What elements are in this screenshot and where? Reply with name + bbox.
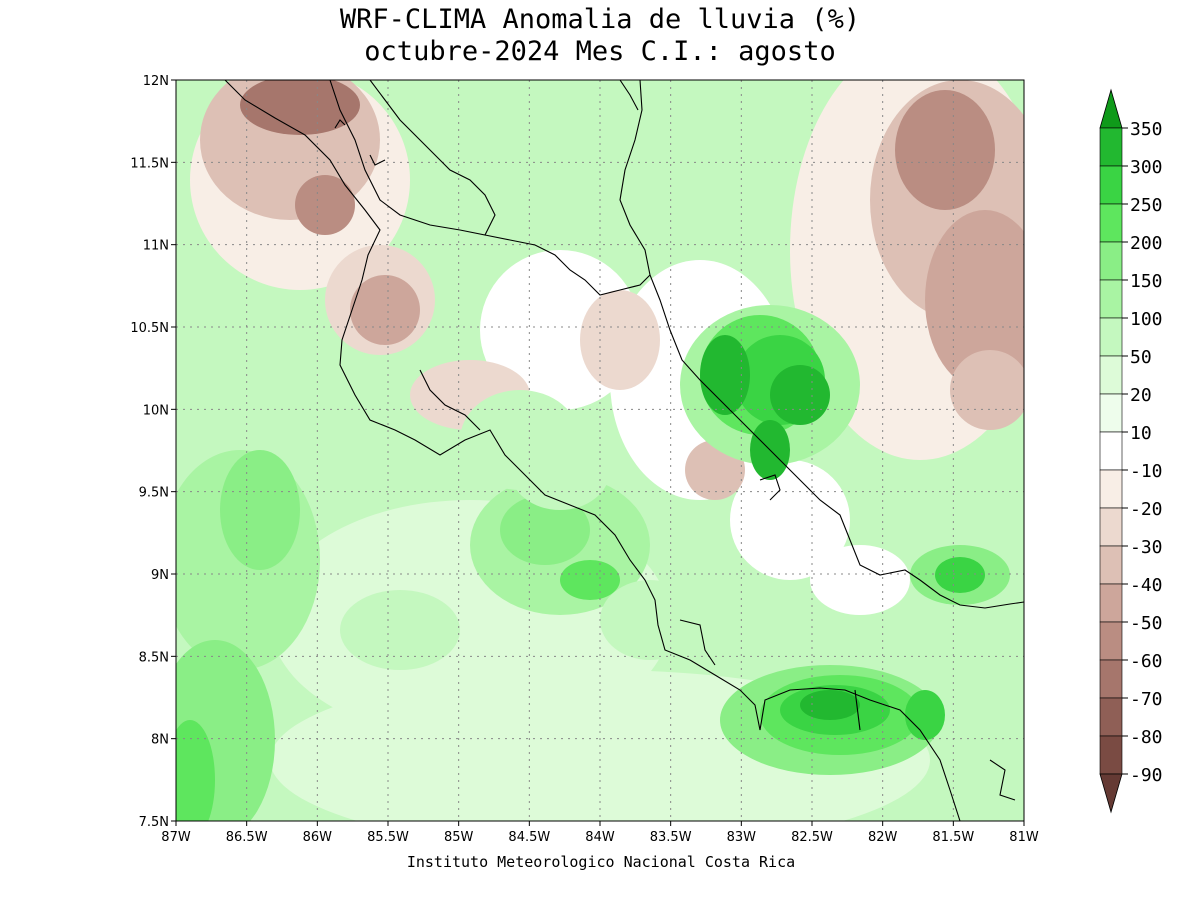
colorbar-level-label: 50 xyxy=(1130,347,1152,368)
colorbar-swatch xyxy=(1099,507,1123,547)
colorbar-level-label: -70 xyxy=(1130,689,1163,710)
x-tick-label: 84W xyxy=(585,830,615,845)
y-tick-label: 9N xyxy=(151,568,169,583)
colorbar-swatch xyxy=(1099,355,1123,395)
colorbar-swatch xyxy=(1099,393,1123,433)
colorbar-swatch xyxy=(1099,469,1123,509)
y-tick-label: 11.5N xyxy=(130,156,169,171)
colorbar-swatch xyxy=(1099,317,1123,357)
colorbar-level-label: 150 xyxy=(1130,271,1163,292)
map-title: WRF-CLIMA Anomalia de lluvia (%) xyxy=(339,4,861,35)
lat-lon-grid xyxy=(176,80,1024,821)
y-tick-label: 12N xyxy=(143,74,169,89)
x-tick-label: 86.5W xyxy=(226,830,268,845)
colorbar-level-label: 100 xyxy=(1130,309,1163,330)
x-tick-label: 85.5W xyxy=(367,830,409,845)
colorbar-level-label: 10 xyxy=(1130,423,1152,444)
map-subtitle: octubre-2024 Mes C.I.: agosto xyxy=(364,36,836,67)
y-tick-label: 8N xyxy=(151,733,169,748)
colorbar-level-label: -10 xyxy=(1130,461,1163,482)
colorbar-swatch xyxy=(1099,165,1123,205)
y-tick-label: 11N xyxy=(143,239,169,254)
y-tick-label: 8.5N xyxy=(139,650,169,665)
colorbar-top-arrow xyxy=(1099,88,1123,129)
x-tick-label: 83W xyxy=(727,830,757,845)
credit-text: Instituto Meteorologico Nacional Costa R… xyxy=(406,853,796,871)
x-tick-label: 87W xyxy=(161,830,191,845)
y-tick-label: 10N xyxy=(143,403,169,418)
colorbar-level-label: 20 xyxy=(1130,385,1152,406)
y-tick-label: 10.5N xyxy=(130,321,169,336)
colorbar-swatch xyxy=(1099,127,1123,167)
colorbar-level-label: -80 xyxy=(1130,727,1163,748)
y-tick-label: 7.5N xyxy=(139,815,169,830)
x-tick-label: 86W xyxy=(303,830,333,845)
colorbar-swatch xyxy=(1099,659,1123,699)
colorbar-swatch xyxy=(1099,621,1123,661)
colorbar-level-label: -50 xyxy=(1130,613,1163,634)
colorbar-level-label: 200 xyxy=(1130,233,1163,254)
colorbar-level-label: -90 xyxy=(1130,765,1163,786)
y-tick-label: 9.5N xyxy=(139,486,169,501)
colorbar-swatch xyxy=(1099,203,1123,243)
x-tick-label: 81.5W xyxy=(932,830,974,845)
colorbar-level-label: -20 xyxy=(1130,499,1163,520)
colorbar-level-label: 250 xyxy=(1130,195,1163,216)
colorbar-swatch xyxy=(1099,735,1123,775)
colorbar-swatch xyxy=(1099,431,1123,471)
x-tick-label: 81W xyxy=(1009,830,1039,845)
colorbar-swatch xyxy=(1099,241,1123,281)
x-tick-label: 84.5W xyxy=(508,830,550,845)
colorbar-level-label: 300 xyxy=(1130,157,1163,178)
x-tick-label: 82.5W xyxy=(791,830,833,845)
x-tick-label: 82W xyxy=(868,830,898,845)
colorbar-swatch xyxy=(1099,545,1123,585)
colorbar-level-label: -40 xyxy=(1130,575,1163,596)
colorbar-level-label: -60 xyxy=(1130,651,1163,672)
colorbar-level-label: 350 xyxy=(1130,119,1163,140)
map-axes: 87W 86.5W 86W 85.5W 85W 84.5W 84W 83.5W 83W 82.5W… xyxy=(130,74,1039,845)
colorbar: 350 300 250 200 150 100 50 20 10 -10 -20 -30 -40 -50 -… xyxy=(1099,88,1163,814)
colorbar-swatch xyxy=(1099,583,1123,623)
coastline xyxy=(224,80,1024,821)
colorbar-level-label: -30 xyxy=(1130,537,1163,558)
x-tick-label: 85W xyxy=(444,830,474,845)
x-tick-label: 83.5W xyxy=(650,830,692,845)
anomaly-field xyxy=(176,80,1024,821)
colorbar-swatch xyxy=(1099,697,1123,737)
colorbar-swatch xyxy=(1099,279,1123,319)
colorbar-bottom-arrow xyxy=(1099,773,1123,814)
